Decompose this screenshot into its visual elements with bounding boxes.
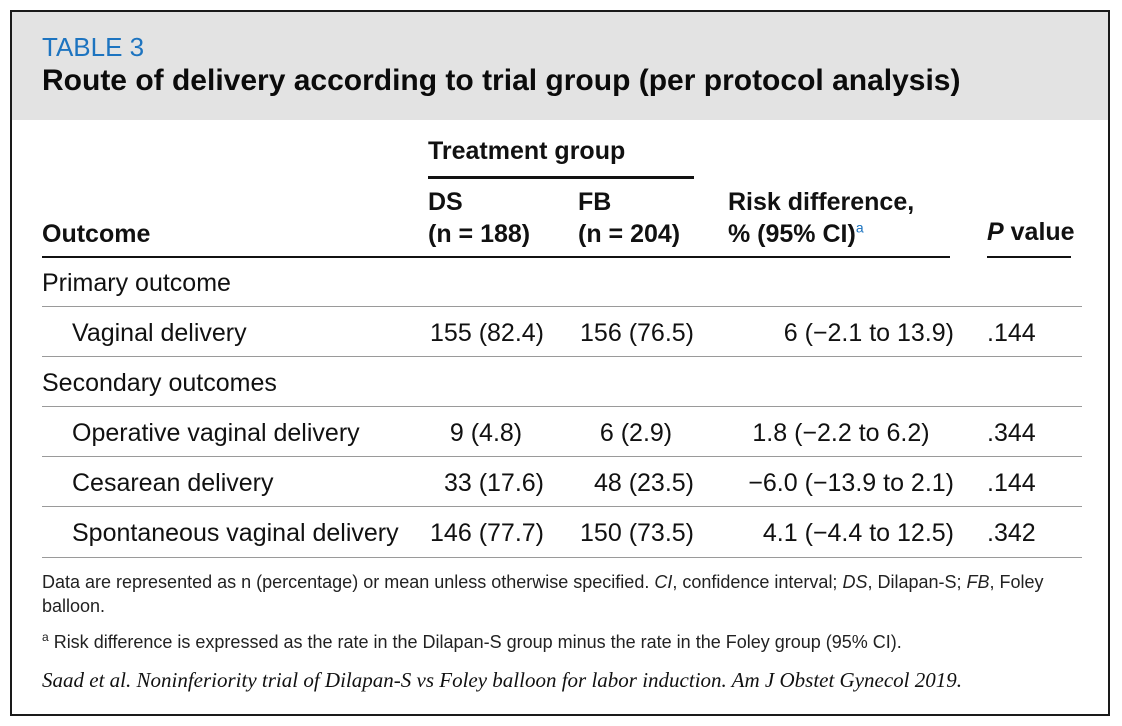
fb-header: FB xyxy=(578,188,612,216)
row-ds: 155 (82.4) xyxy=(430,319,544,347)
row-fb: 48 (23.5) xyxy=(593,469,694,497)
footnote-a: a Risk difference is expressed as the ra… xyxy=(42,630,902,652)
row-outcome: Operative vaginal delivery xyxy=(72,419,360,447)
section-label-secondary: Secondary outcomes xyxy=(42,369,277,397)
table-frame: TABLE 3 Route of delivery according to t… xyxy=(10,10,1110,716)
row-risk: −6.0 (−13.9 to 2.1) xyxy=(748,469,954,497)
row-ds: 9 (4.8) xyxy=(449,419,523,447)
table-header-band: TABLE 3 Route of delivery according to t… xyxy=(12,12,1108,120)
ds-n-header: (n = 188) xyxy=(428,220,531,248)
row-risk: 4.1 (−4.4 to 12.5) xyxy=(762,519,954,547)
outcome-header: Outcome xyxy=(42,220,151,248)
row-divider xyxy=(42,456,1082,457)
row-risk: 1.8 (−2.2 to 6.2) xyxy=(752,419,930,447)
row-fb: 156 (76.5) xyxy=(580,319,694,347)
row-divider xyxy=(42,506,1082,507)
risk-header-line1: Risk difference, xyxy=(728,188,915,216)
treatment-group-header: Treatment group xyxy=(428,137,626,165)
row-p: .144 xyxy=(987,469,1036,497)
fb-n-header: (n = 204) xyxy=(578,220,681,248)
row-divider xyxy=(42,356,1082,357)
row-divider xyxy=(42,406,1082,407)
row-outcome: Vaginal delivery xyxy=(72,319,247,347)
header-rule-1 xyxy=(42,256,578,258)
footnote-a-marker: a xyxy=(855,219,864,236)
table-title: Route of delivery according to trial gro… xyxy=(42,64,961,97)
row-p: .144 xyxy=(987,319,1036,347)
row-outcome: Cesarean delivery xyxy=(72,469,274,497)
table-bottom-rule xyxy=(42,557,1082,558)
row-ds: 33 (17.6) xyxy=(443,469,544,497)
footnote-a-marker: a xyxy=(42,630,49,644)
footnote-abbreviations: Data are represented as n (percentage) o… xyxy=(42,572,1044,616)
citation: Saad et al. Noninferiority trial of Dila… xyxy=(42,668,963,692)
row-fb: 150 (73.5) xyxy=(580,519,694,547)
row-risk: 6 (−2.1 to 13.9) xyxy=(783,319,954,347)
row-p: .344 xyxy=(987,419,1036,447)
risk-header-line2: % (95% CI)a xyxy=(728,219,864,248)
row-divider xyxy=(42,306,1082,307)
row-ds: 146 (77.7) xyxy=(430,519,544,547)
table-number: TABLE 3 xyxy=(42,32,145,62)
treatment-group-rule xyxy=(428,176,694,179)
row-p: .342 xyxy=(987,519,1036,547)
header-rule-2 xyxy=(578,256,950,258)
header-rule-3 xyxy=(987,256,1071,258)
row-outcome: Spontaneous vaginal delivery xyxy=(72,519,399,547)
ds-header: DS xyxy=(428,188,463,216)
p-value-header: P value xyxy=(987,218,1075,246)
row-fb: 6 (2.9) xyxy=(599,419,673,447)
section-label-primary: Primary outcome xyxy=(42,269,231,297)
